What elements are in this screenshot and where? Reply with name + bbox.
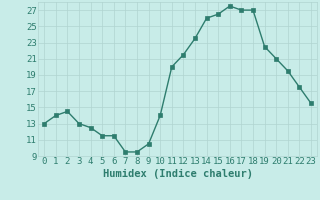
X-axis label: Humidex (Indice chaleur): Humidex (Indice chaleur) [103, 169, 252, 179]
